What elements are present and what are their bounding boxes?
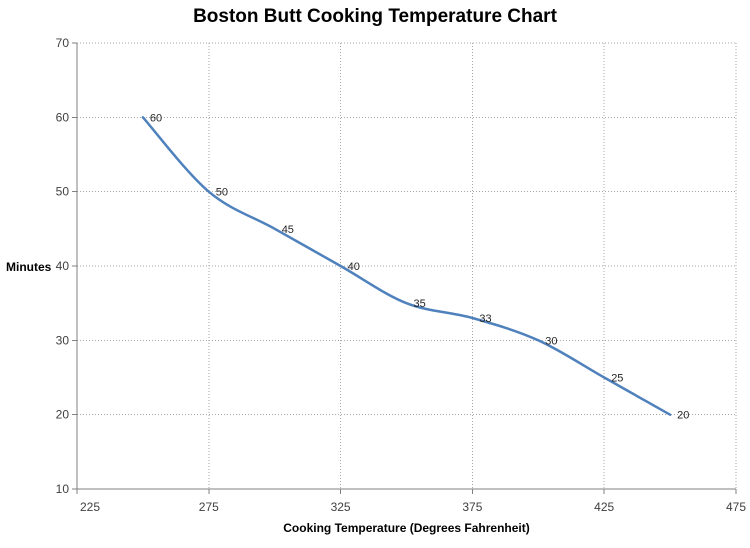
series-line: [141, 116, 672, 416]
x-tick-label: 225: [80, 500, 100, 514]
data-point-label: 50: [216, 187, 228, 199]
chart-title: Boston Butt Cooking Temperature Chart: [193, 6, 557, 27]
data-point-label: 35: [414, 298, 426, 310]
y-axis-title: Minutes: [6, 260, 52, 274]
y-tick-label: 60: [56, 110, 70, 124]
x-tick-label: 325: [331, 500, 351, 514]
data-point-label: 33: [479, 313, 491, 325]
y-tick-label: 20: [56, 408, 70, 422]
data-point-label: 30: [545, 335, 557, 347]
y-tick-label: 50: [56, 185, 70, 199]
y-tick-label: 30: [56, 333, 70, 347]
x-tick-label: 375: [462, 500, 482, 514]
y-tick-label: 10: [56, 482, 70, 496]
x-tick-label: 275: [199, 500, 219, 514]
y-tick-label: 70: [56, 36, 70, 50]
y-tick-label: 40: [56, 259, 70, 273]
x-axis-title: Cooking Temperature (Degrees Fahrenheit): [283, 521, 530, 535]
data-point-label: 45: [282, 224, 294, 236]
data-point-label: 20: [677, 410, 689, 422]
data-point-label: 25: [611, 373, 623, 385]
data-point-label: 40: [348, 261, 360, 273]
x-tick-label: 475: [726, 500, 746, 514]
data-point-label: 60: [150, 112, 162, 124]
x-tick-label: 425: [594, 500, 614, 514]
